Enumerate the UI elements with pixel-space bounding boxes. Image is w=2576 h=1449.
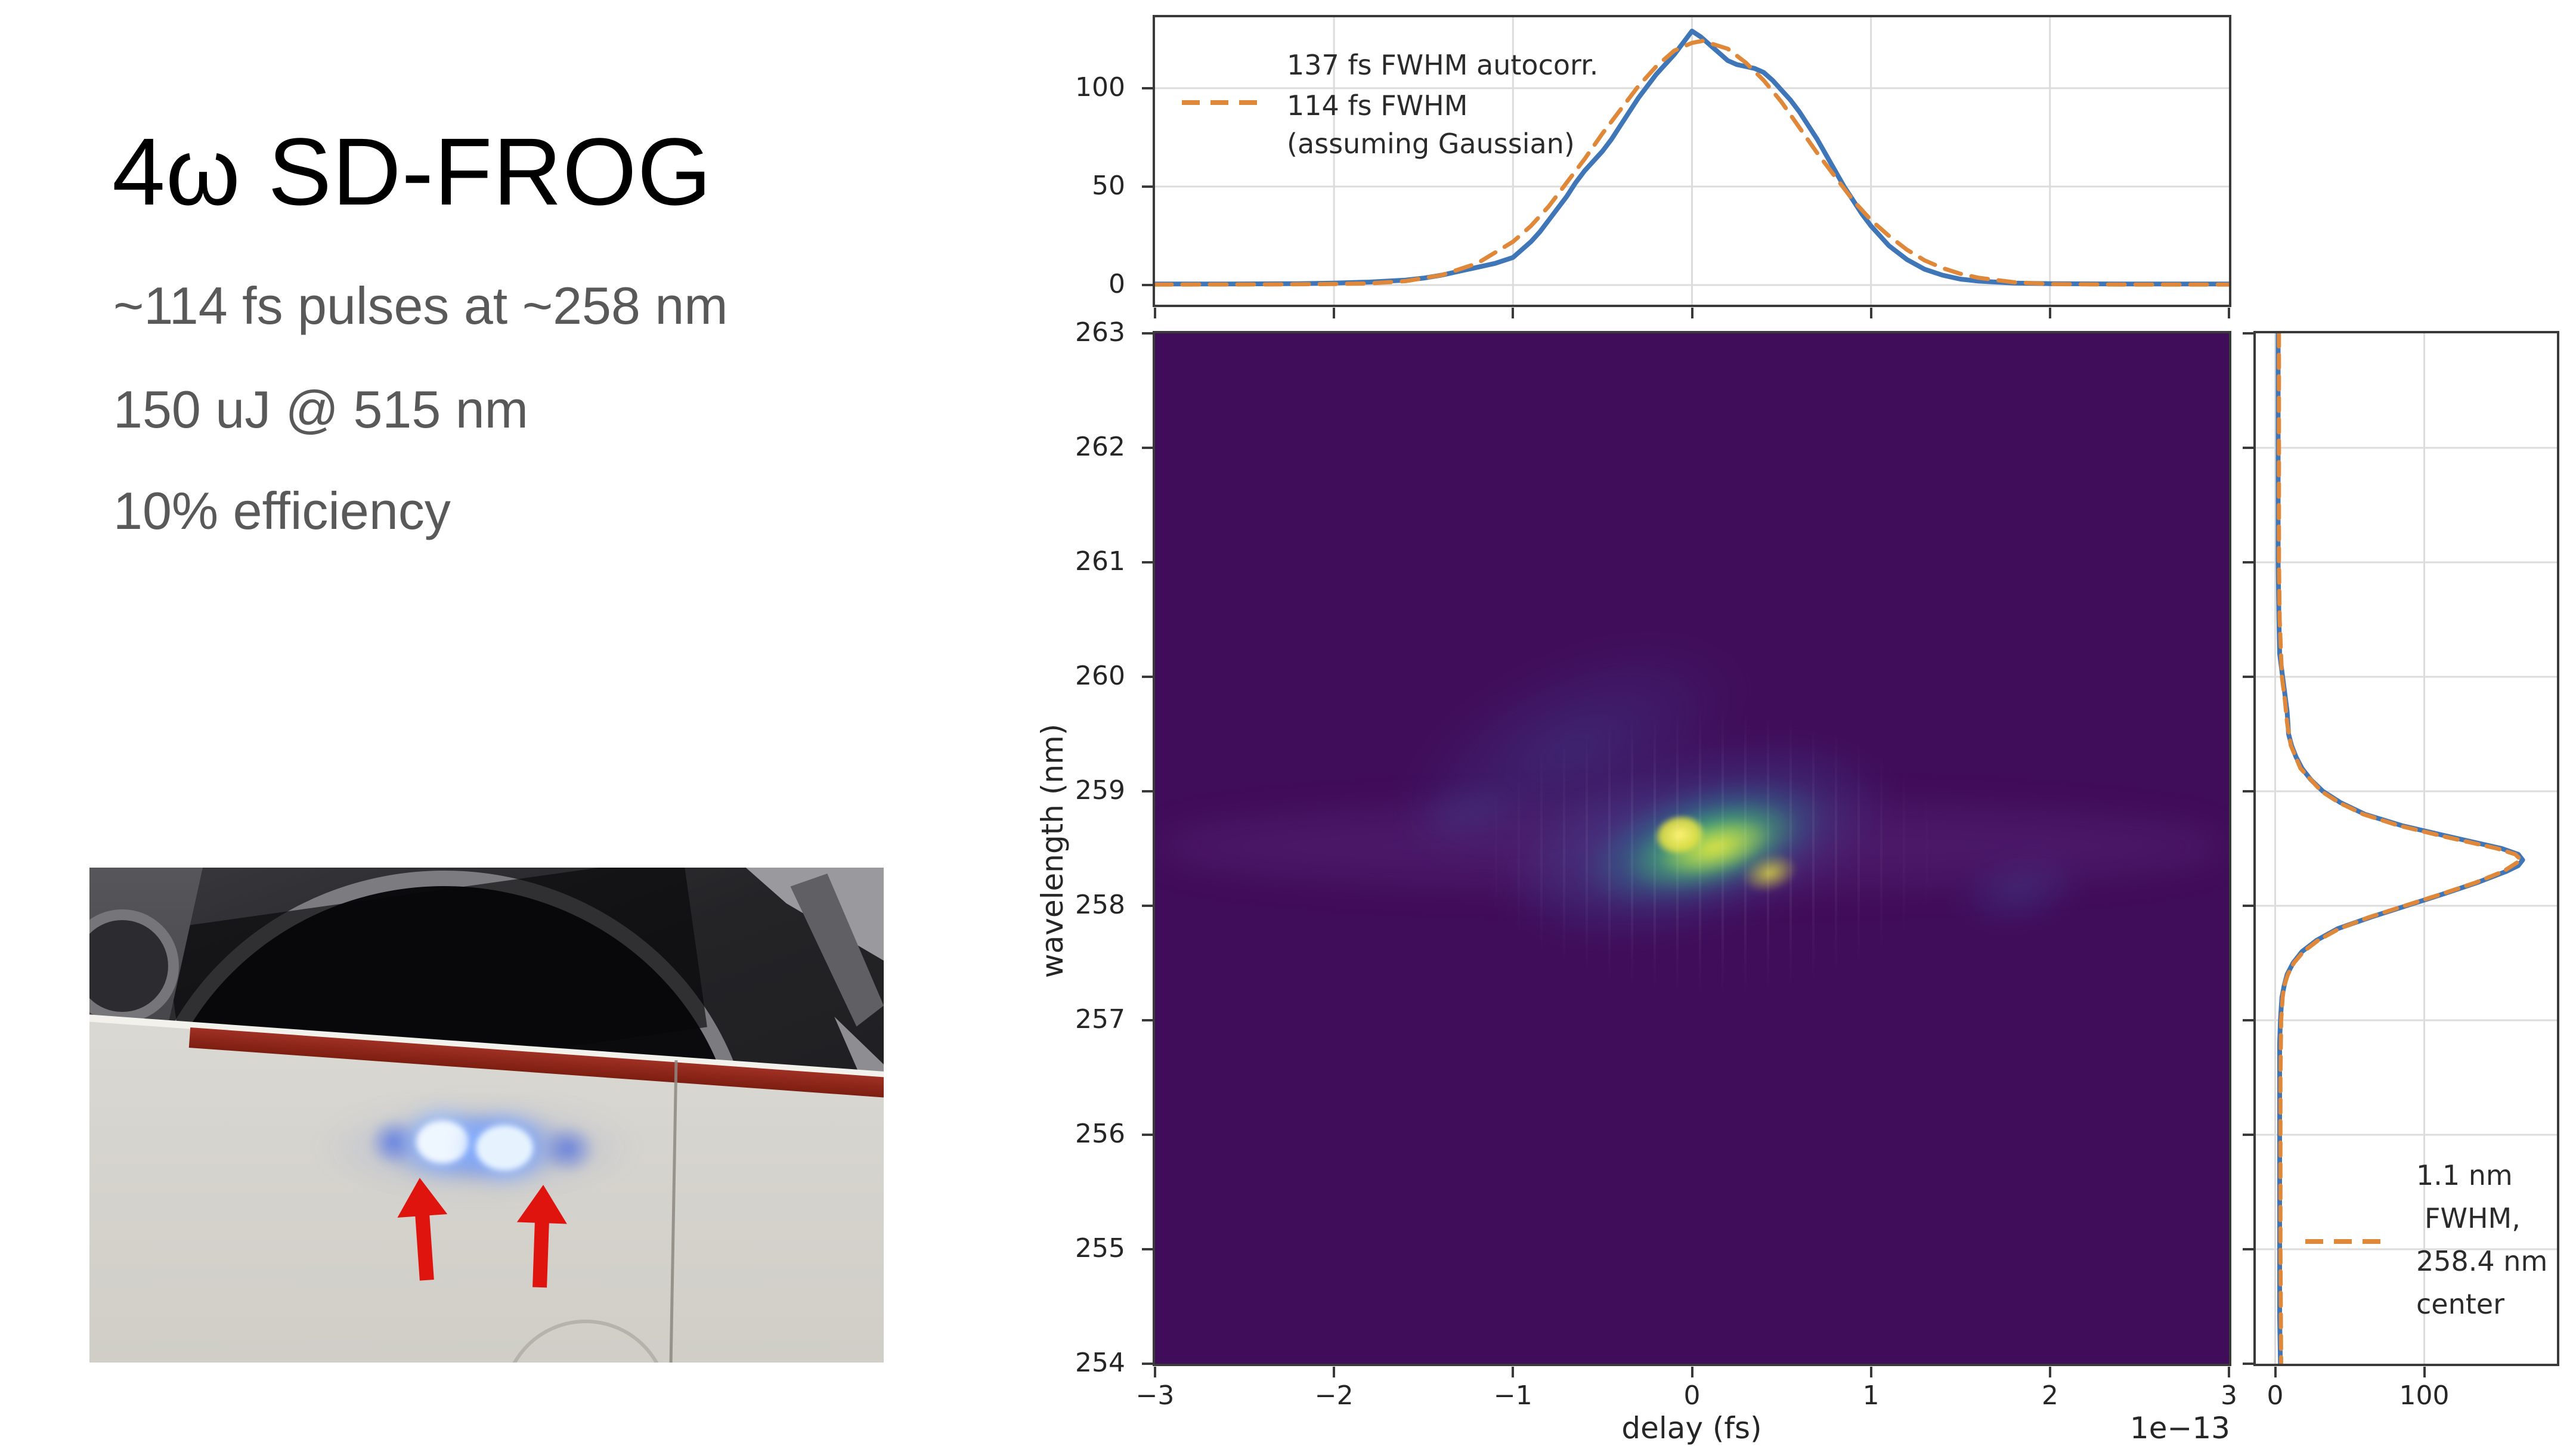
- tick-mark: [2274, 1367, 2277, 1377]
- legend-dashed-handle: [1182, 100, 1267, 105]
- frog-trace-heatmap: [1153, 331, 2231, 1366]
- heatmap-ytick: 256: [1075, 1119, 1125, 1149]
- spectrum-legend-line2: FWHM,: [2425, 1202, 2521, 1234]
- tick-mark: [2243, 332, 2253, 335]
- autocorr-canvas: [1155, 17, 2229, 305]
- spectrum-legend-line4: center: [2416, 1288, 2504, 1320]
- tick-mark: [2243, 1019, 2253, 1021]
- tick-mark: [2048, 308, 2051, 318]
- tick-mark: [1154, 1367, 1156, 1377]
- x-axis-label: delay (fs): [1621, 1411, 1762, 1445]
- tick-mark: [1690, 1367, 1693, 1377]
- heatmap-ytick: 259: [1075, 775, 1125, 806]
- tick-mark: [2243, 790, 2253, 792]
- red-arrow-right: [516, 1185, 567, 1288]
- legend-gaussian-label-line1: 114 fs FWHM: [1287, 89, 1468, 122]
- top-plot-ytick: 0: [1109, 268, 1125, 299]
- beam-side-lobe-right: [541, 1124, 596, 1174]
- tick-mark: [1142, 676, 1153, 678]
- tick-mark: [1142, 1248, 1153, 1250]
- tick-mark: [1512, 1367, 1515, 1377]
- tick-mark: [1142, 332, 1153, 335]
- y-axis-label: wavelength (nm): [1035, 723, 1070, 979]
- tick-mark: [1142, 561, 1153, 564]
- heatmap-ytick: 262: [1075, 432, 1125, 462]
- tick-mark: [2228, 308, 2230, 318]
- autocorrelation-plot: [1153, 15, 2231, 307]
- heatmap-ytick: 255: [1075, 1233, 1125, 1264]
- heatmap-xtick: 3: [2221, 1380, 2237, 1411]
- heatmap-ytick: 261: [1075, 546, 1125, 577]
- tick-mark: [2243, 676, 2253, 678]
- tick-mark: [1690, 308, 1693, 318]
- legend-gaussian-label-line2: (assuming Gaussian): [1287, 128, 1575, 160]
- top-plot-ytick: 50: [1092, 170, 1125, 201]
- tick-mark: [1142, 1134, 1153, 1136]
- red-arrow-left: [397, 1178, 448, 1281]
- x-axis-offset-label: 1e−13: [2129, 1411, 2230, 1445]
- heatmap-xtick: 1: [1862, 1380, 1880, 1411]
- tick-mark: [1142, 447, 1153, 449]
- tick-mark: [2243, 905, 2253, 907]
- beam-side-lobe-left: [369, 1118, 419, 1166]
- tick-mark: [1142, 1019, 1153, 1021]
- top-plot-ytick: 100: [1075, 72, 1125, 103]
- bullet-efficiency: 10% efficiency: [113, 481, 451, 540]
- bullet-pulse-duration: ~114 fs pulses at ~258 nm: [113, 276, 728, 335]
- spectrum-legend-line1: 1.1 nm: [2416, 1159, 2513, 1191]
- tick-mark: [2243, 561, 2253, 564]
- tick-mark: [1142, 790, 1153, 792]
- heatmap-xtick: −2: [1314, 1380, 1354, 1411]
- spectrum-plot: [2253, 331, 2559, 1366]
- spectrum-legend-dashed-handle: [2305, 1239, 2390, 1244]
- spectrum-canvas: [2256, 333, 2557, 1364]
- spectrum-xtick: 100: [2399, 1380, 2450, 1411]
- tick-mark: [2243, 1134, 2253, 1136]
- tick-mark: [1142, 283, 1153, 286]
- spectrum-xtick: 0: [2267, 1380, 2284, 1411]
- laser-spot-photo: [89, 868, 884, 1363]
- tick-mark: [2243, 447, 2253, 449]
- bullet-pump-energy: 150 uJ @ 515 nm: [113, 380, 528, 439]
- tick-mark: [2243, 1363, 2253, 1365]
- heatmap-xtick: −3: [1135, 1380, 1175, 1411]
- tick-mark: [1333, 308, 1336, 318]
- heatmap-ytick: 257: [1075, 1004, 1125, 1035]
- tick-mark: [1154, 308, 1156, 318]
- tick-mark: [1512, 308, 1515, 318]
- tick-mark: [1142, 185, 1153, 188]
- tick-mark: [2423, 1367, 2426, 1377]
- spectrum-legend-line3: 258.4 nm: [2416, 1245, 2548, 1277]
- tick-mark: [1869, 1367, 1872, 1377]
- heatmap-ytick: 258: [1075, 890, 1125, 920]
- heatmap-xtick: −1: [1493, 1380, 1532, 1411]
- page-title: 4ω SD-FROG: [112, 118, 713, 225]
- tick-mark: [2243, 1248, 2253, 1250]
- tick-mark: [2048, 1367, 2051, 1377]
- beam-spot-right: [476, 1125, 533, 1171]
- tick-mark: [1333, 1367, 1336, 1377]
- tick-mark: [1142, 905, 1153, 907]
- legend-autocorr-label: 137 fs FWHM autocorr.: [1287, 49, 1599, 81]
- heatmap-xtick: 2: [2041, 1380, 2058, 1411]
- pixelation-overlay: [1382, 655, 2038, 1049]
- tick-mark: [1142, 86, 1153, 89]
- beam-spot-left: [416, 1120, 469, 1163]
- tick-mark: [2228, 1367, 2230, 1377]
- tick-mark: [1142, 1363, 1153, 1365]
- heatmap-ytick: 263: [1075, 317, 1125, 348]
- tick-mark: [1869, 308, 1872, 318]
- heatmap-ytick: 254: [1075, 1348, 1125, 1378]
- heatmap-ytick: 260: [1075, 661, 1125, 691]
- heatmap-xtick: 0: [1683, 1380, 1701, 1411]
